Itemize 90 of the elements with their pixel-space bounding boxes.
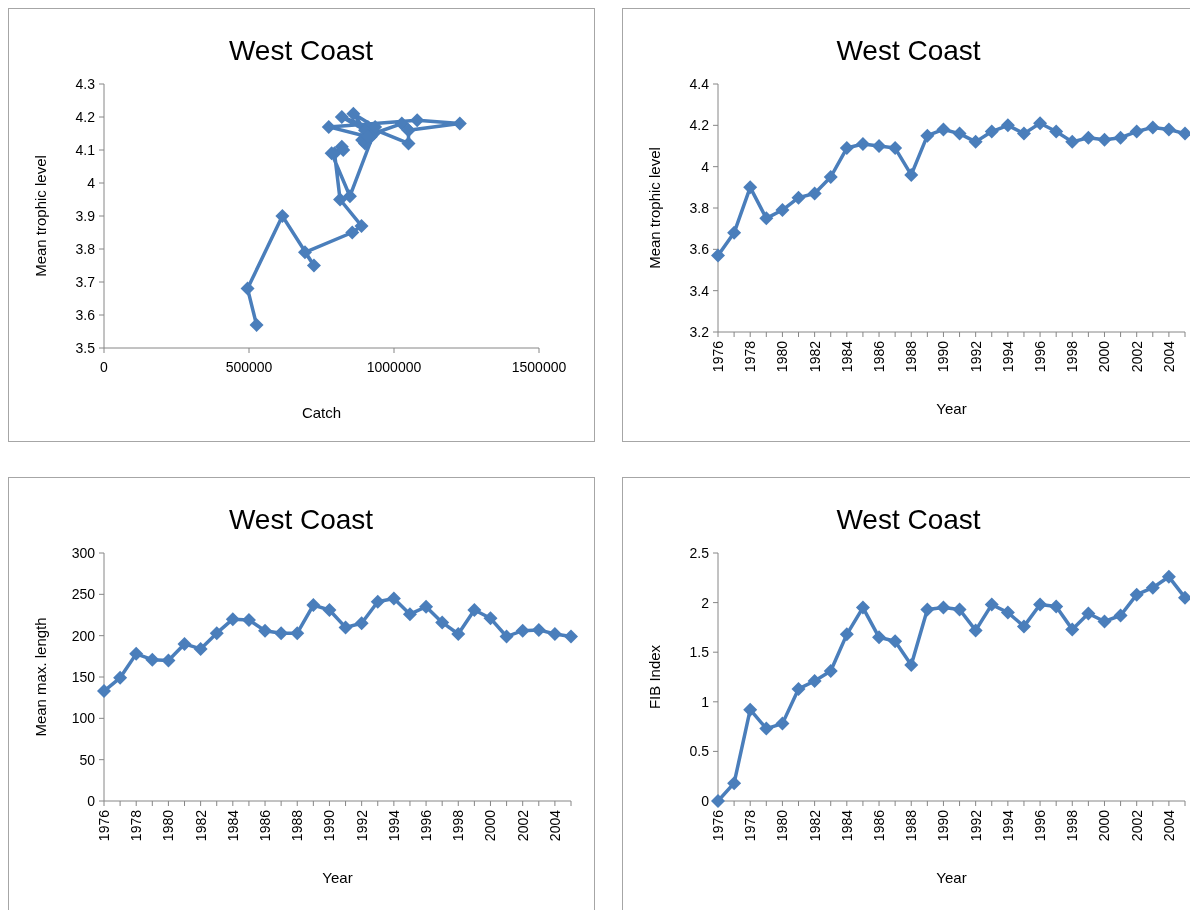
- y-tick-label: 300: [71, 544, 96, 561]
- x-tick-label: 1986: [870, 809, 887, 842]
- x-tick-label: 1986: [256, 809, 273, 842]
- y-tick-label: 4.3: [75, 75, 96, 92]
- y-axis-title: Mean trophic level: [646, 147, 663, 269]
- x-tick-label: 2004: [546, 809, 563, 842]
- y-tick-label: 3.7: [75, 273, 96, 290]
- y-tick-label: 1: [701, 693, 710, 710]
- x-tick-label: 1976: [95, 809, 112, 842]
- y-tick-label: 4: [701, 158, 710, 175]
- x-tick-label: 1976: [709, 809, 726, 842]
- y-tick-label: 50: [79, 751, 96, 768]
- x-tick-label: 1996: [1031, 809, 1048, 842]
- x-tick-label: 1990: [935, 809, 952, 842]
- x-tick-label: 1976: [709, 340, 726, 373]
- x-tick-label: 2002: [1128, 340, 1145, 373]
- y-tick-label: 0: [87, 792, 96, 809]
- x-tick-label: 1982: [192, 809, 209, 842]
- x-tick-label: 1000000: [366, 359, 422, 375]
- y-tick-label: 150: [71, 668, 96, 685]
- y-tick-label: 3.9: [75, 207, 96, 224]
- x-tick-label: 1986: [870, 340, 887, 373]
- x-axis-title: Catch: [301, 404, 342, 421]
- x-tick-label: 1998: [1064, 340, 1081, 373]
- x-tick-label: 1982: [806, 340, 823, 373]
- x-tick-label: 2002: [514, 809, 531, 842]
- x-tick-label: 1500000: [511, 359, 567, 375]
- x-tick-label: 2004: [1160, 340, 1177, 373]
- x-axis-title: Year: [936, 869, 967, 886]
- x-tick-label: 1978: [742, 809, 759, 842]
- x-tick-label: 2000: [1096, 809, 1113, 842]
- x-tick-label: 1988: [903, 809, 920, 842]
- chart-title: West Coast: [228, 504, 374, 535]
- y-tick-label: 3.6: [689, 241, 710, 258]
- x-tick-label: 1978: [128, 809, 145, 842]
- x-tick-label: 1996: [1031, 340, 1048, 373]
- y-tick-label: 2: [701, 594, 710, 611]
- y-tick-label: 3.5: [75, 339, 96, 356]
- x-tick-label: 1994: [999, 809, 1016, 842]
- x-tick-label: 1990: [935, 340, 952, 373]
- x-tick-label: 1992: [967, 809, 984, 842]
- y-tick-label: 3.8: [689, 199, 710, 216]
- y-tick-label: 3.4: [689, 282, 710, 299]
- chart-title: West Coast: [228, 35, 374, 66]
- x-tick-label: 1980: [774, 809, 791, 842]
- x-tick-label: 1982: [806, 809, 823, 842]
- x-tick-label: 500000: [225, 359, 273, 375]
- x-tick-label: 1988: [903, 340, 920, 373]
- x-tick-label: 1998: [450, 809, 467, 842]
- y-tick-label: 4.2: [689, 117, 710, 134]
- chart-title: West Coast: [836, 504, 981, 535]
- x-tick-label: 1980: [160, 809, 177, 842]
- x-tick-label: 2004: [1160, 809, 1177, 842]
- x-tick-label: 1996: [417, 809, 434, 842]
- x-tick-label: 1978: [742, 340, 759, 373]
- y-tick-label: 1.5: [689, 644, 710, 661]
- x-tick-label: 1992: [353, 809, 370, 842]
- y-tick-label: 2.5: [689, 544, 710, 561]
- x-tick-label: 1992: [967, 340, 984, 373]
- y-tick-label: 200: [71, 627, 96, 644]
- x-tick-label: 1984: [224, 809, 241, 842]
- y-tick-label: 3.2: [689, 323, 710, 340]
- x-tick-label: 2002: [1128, 809, 1145, 842]
- y-axis-title: Mean trophic level: [32, 155, 49, 277]
- x-axis-title: Year: [322, 869, 353, 886]
- x-tick-label: 2000: [1096, 340, 1113, 373]
- x-tick-label: 1990: [321, 809, 338, 842]
- y-tick-label: 4: [87, 174, 96, 191]
- x-axis-title: Year: [936, 400, 967, 417]
- x-tick-label: 1988: [289, 809, 306, 842]
- x-tick-label: 1984: [838, 809, 855, 842]
- y-tick-label: 4.1: [75, 141, 96, 158]
- y-tick-label: 0.5: [689, 743, 710, 760]
- y-tick-label: 3.6: [75, 306, 96, 323]
- y-tick-label: 4.4: [689, 75, 710, 92]
- x-tick-label: 1984: [838, 340, 855, 373]
- y-tick-label: 0: [701, 792, 710, 809]
- x-tick-label: 1994: [999, 340, 1016, 373]
- x-tick-label: 1998: [1064, 809, 1081, 842]
- y-axis-title: Mean max. length: [32, 617, 49, 737]
- y-tick-label: 250: [71, 586, 96, 603]
- x-tick-label: 0: [100, 359, 109, 375]
- y-tick-label: 4.2: [75, 108, 96, 125]
- chart-title: West Coast: [836, 35, 981, 66]
- x-tick-label: 2000: [482, 809, 499, 842]
- y-axis-title: FIB Index: [646, 644, 663, 710]
- x-tick-label: 1980: [774, 340, 791, 373]
- x-tick-label: 1994: [385, 809, 402, 842]
- y-tick-label: 100: [71, 710, 96, 727]
- y-tick-label: 3.8: [75, 240, 96, 257]
